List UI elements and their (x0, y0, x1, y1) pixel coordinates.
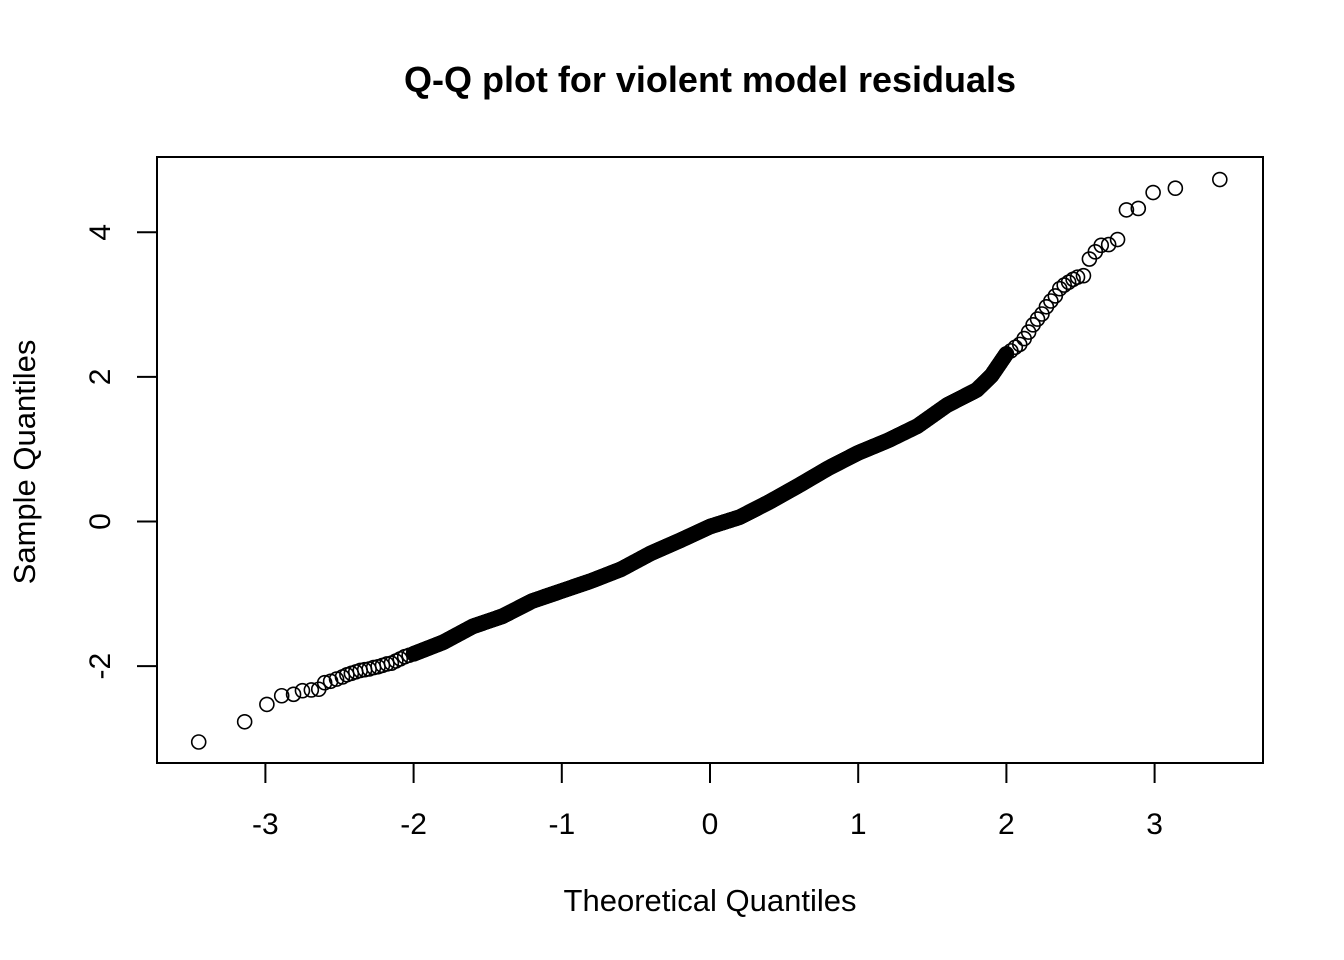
x-tick-label: 2 (998, 808, 1015, 841)
data-point (285, 686, 302, 703)
data-point (1145, 184, 1161, 201)
data-points (190, 171, 1228, 750)
data-point (294, 682, 311, 699)
data-point (316, 674, 333, 691)
data-point (259, 696, 275, 713)
data-point (998, 346, 1014, 363)
data-point (1109, 231, 1126, 248)
data-point (273, 687, 290, 704)
data-point (1034, 306, 1050, 322)
chart-title: Q-Q plot for violent model residuals (404, 59, 1016, 100)
y-axis-label: Sample Quantiles (7, 340, 42, 585)
x-axis: -3 -2 -1 0 1 2 3 (252, 763, 1163, 841)
data-point (1047, 288, 1064, 304)
x-tick-label: -2 (400, 808, 427, 841)
y-tick-label: 4 (84, 224, 117, 241)
x-tick-label: -3 (252, 808, 279, 841)
data-point (190, 734, 207, 750)
x-tick-label: 1 (850, 808, 867, 841)
data-point (1167, 180, 1184, 196)
y-tick-label: 2 (84, 369, 117, 386)
y-tick-label: -2 (84, 653, 117, 680)
data-point (1100, 236, 1117, 253)
data-point (303, 682, 320, 698)
y-tick-label: 0 (84, 513, 117, 530)
data-point (1075, 267, 1092, 284)
data-point (1118, 202, 1135, 218)
x-axis-label: Theoretical Quantiles (564, 883, 857, 918)
plot-frame (156, 156, 1264, 764)
x-tick-label: -1 (548, 808, 575, 841)
data-point (1130, 200, 1147, 217)
data-point (1065, 271, 1081, 288)
data-point (1056, 277, 1072, 293)
data-point (1212, 171, 1228, 188)
data-point (236, 713, 253, 730)
x-tick-label: 0 (702, 808, 719, 841)
x-tick-label: 3 (1146, 808, 1163, 841)
data-point (1081, 251, 1098, 267)
y-axis: -2 0 2 4 (84, 224, 157, 679)
